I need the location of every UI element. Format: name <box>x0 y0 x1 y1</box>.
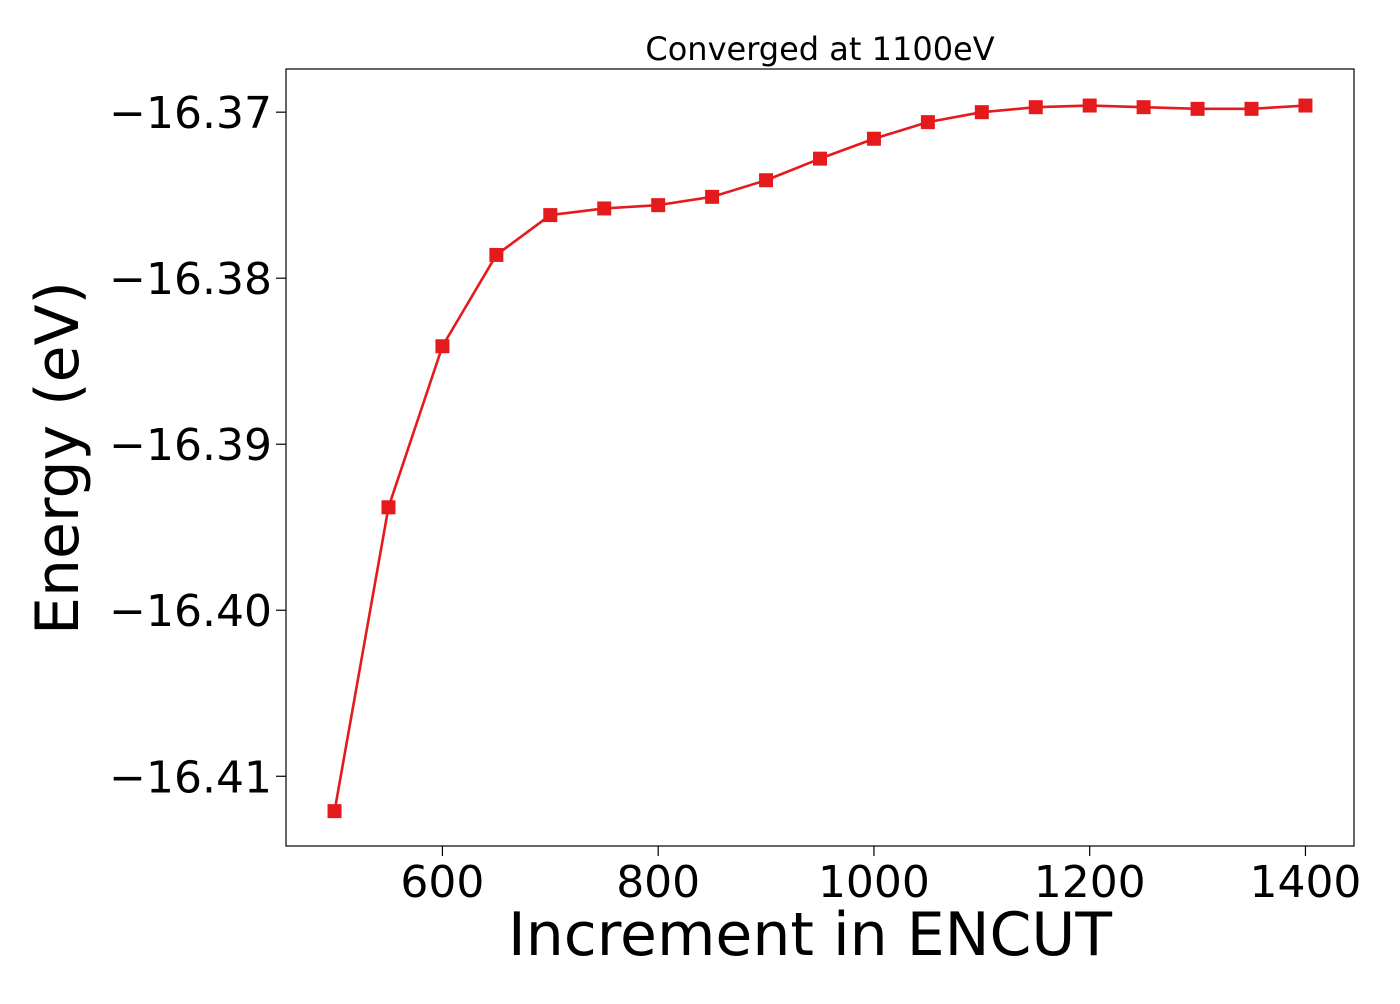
data-point-marker <box>974 105 989 120</box>
data-point-marker <box>759 173 774 188</box>
data-point-marker <box>435 339 450 354</box>
chart-title: Converged at 1100eV <box>645 30 994 68</box>
data-series <box>327 98 1313 819</box>
data-point-marker <box>381 500 396 515</box>
y-tick-label: −16.38 <box>109 254 272 305</box>
data-point-marker <box>866 131 881 146</box>
x-tick-label: 600 <box>400 857 484 908</box>
x-tick-label: 800 <box>616 857 700 908</box>
data-point-marker <box>1244 101 1259 116</box>
data-point-marker <box>705 189 720 204</box>
y-axis-label: Energy (eV) <box>23 281 93 635</box>
data-point-marker <box>1082 98 1097 113</box>
y-tick-label: −16.37 <box>109 88 272 139</box>
data-point-marker <box>327 804 342 819</box>
y-axis-ticks: −16.37 −16.38 −16.39 −16.40 −16.41 <box>109 88 286 803</box>
data-point-marker <box>1028 100 1043 115</box>
y-tick-label: −16.41 <box>109 752 272 803</box>
data-point-marker <box>489 247 504 262</box>
data-point-marker <box>1136 100 1151 115</box>
x-tick-label: 1000 <box>818 857 930 908</box>
plot-frame <box>285 68 1355 847</box>
data-point-marker <box>1298 98 1313 113</box>
data-point-marker <box>543 208 558 223</box>
series-line <box>333 104 1306 812</box>
x-axis-label: Increment in ENCUT <box>508 900 1112 970</box>
x-axis-ticks: 600 800 1000 1200 1400 <box>400 846 1361 908</box>
data-point-marker <box>597 201 612 216</box>
data-point-marker <box>1190 101 1205 116</box>
data-point-marker <box>651 198 666 213</box>
y-tick-label: −16.40 <box>109 586 272 637</box>
x-tick-label: 1400 <box>1249 857 1361 908</box>
data-point-marker <box>920 115 935 130</box>
data-point-marker <box>813 151 827 166</box>
x-tick-label: 1200 <box>1034 857 1146 908</box>
y-tick-label: −16.39 <box>109 420 272 471</box>
